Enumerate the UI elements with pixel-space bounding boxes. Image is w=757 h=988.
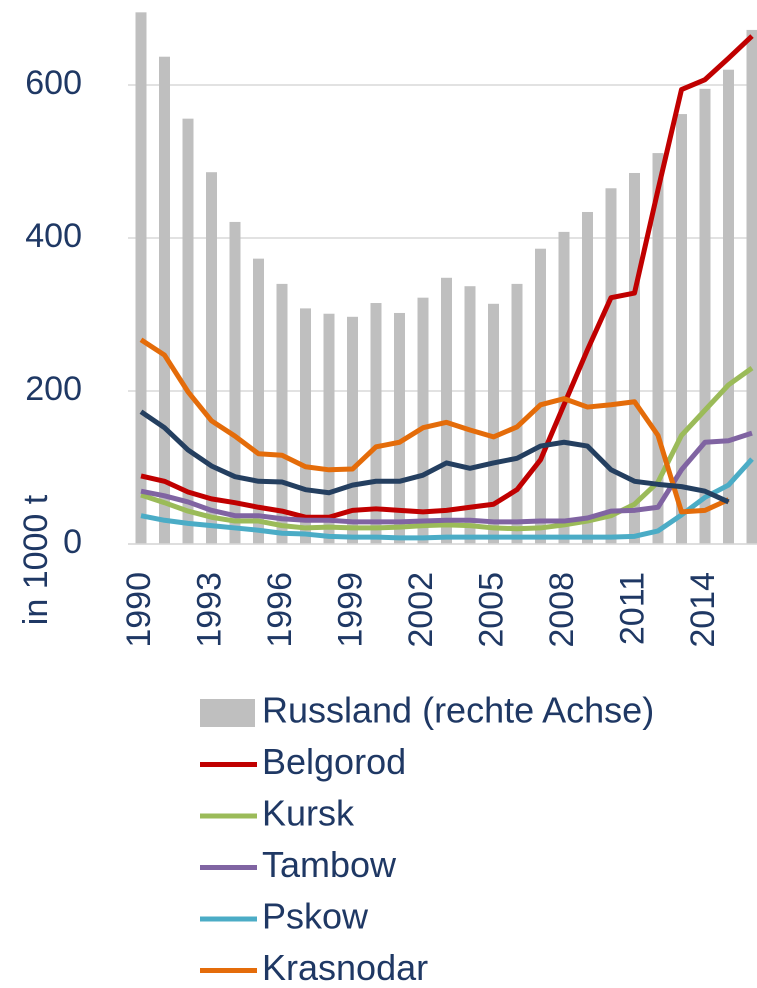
line (140, 457, 754, 541)
y-axis-label: in 1000 t (17, 494, 55, 625)
y-tick-label: 400 (25, 217, 82, 255)
bar (229, 221, 241, 544)
bar (558, 231, 570, 544)
bar (159, 56, 170, 544)
bar (206, 172, 217, 544)
x-tick-label: 1993 (190, 572, 228, 648)
bar (370, 303, 382, 544)
bar (582, 211, 593, 545)
bar (535, 248, 546, 544)
bar (253, 258, 264, 544)
x-tick-label: 1990 (120, 572, 158, 648)
bar (323, 313, 335, 544)
line (139, 409, 730, 505)
bar (676, 114, 687, 544)
legend-label: Kursk (262, 793, 355, 834)
x-tick-label: 2014 (684, 572, 722, 648)
x-tick-label: 1999 (331, 572, 369, 648)
bar (629, 172, 640, 544)
legend-label: Belgorod (262, 741, 406, 782)
bar (699, 88, 711, 544)
legend-label: Krasnodar (262, 947, 428, 988)
bar (746, 29, 757, 545)
legend-label: Pskow (262, 896, 369, 937)
bar (605, 188, 617, 544)
bar (182, 118, 194, 544)
line (139, 337, 730, 515)
y-tick-label: 0 (63, 523, 82, 561)
x-tick-label: 2002 (402, 572, 440, 648)
bar (394, 312, 405, 544)
bar (441, 277, 452, 544)
bar (276, 283, 288, 544)
bar (417, 297, 429, 544)
bar (300, 308, 311, 544)
x-tick-label: 2011 (613, 572, 651, 645)
legend-label: Russland (rechte Achse) (262, 690, 654, 731)
y-tick-label: 600 (25, 64, 82, 102)
bar (135, 12, 147, 544)
x-tick-label: 2008 (543, 572, 581, 648)
bar (464, 286, 476, 544)
bar (511, 283, 523, 544)
bar (347, 316, 358, 544)
line (140, 34, 754, 520)
legend-label: Tambow (262, 844, 397, 885)
x-tick-label: 1996 (261, 572, 299, 648)
y-tick-label: 200 (25, 370, 82, 408)
bar (488, 303, 499, 544)
x-tick-label: 2005 (472, 572, 510, 648)
bar (723, 69, 734, 544)
bar (652, 153, 664, 544)
legend-swatch (200, 699, 255, 727)
line (140, 430, 753, 525)
line (140, 366, 754, 532)
